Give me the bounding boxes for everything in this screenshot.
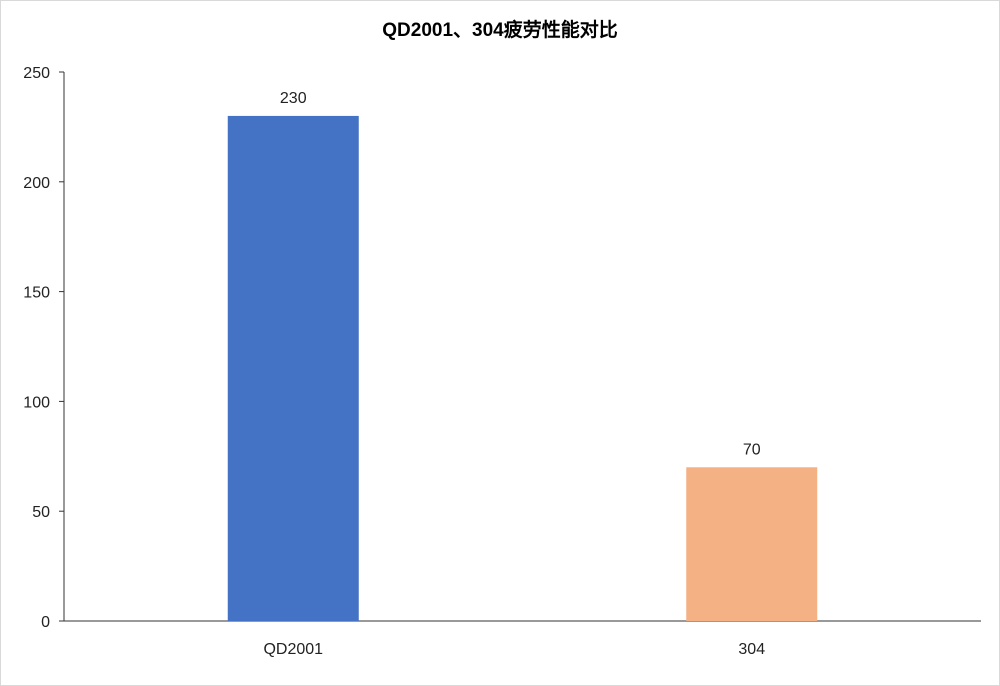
y-tick-label: 250: [23, 65, 50, 82]
bar-QD2001: [227, 115, 359, 622]
data-label: 70: [743, 441, 761, 458]
y-tick-label: 200: [23, 175, 50, 192]
chart-title: QD2001、304疲劳性能对比: [382, 20, 618, 41]
x-tick-label: QD2001: [263, 641, 323, 658]
bar-304: [686, 467, 818, 621]
x-tick-label: 304: [738, 641, 765, 658]
y-tick-label: 150: [23, 285, 50, 302]
y-tick-label: 100: [23, 394, 50, 411]
data-label: 230: [280, 90, 307, 107]
y-tick-label: 50: [32, 504, 50, 521]
y-tick-label: 0: [41, 614, 50, 631]
